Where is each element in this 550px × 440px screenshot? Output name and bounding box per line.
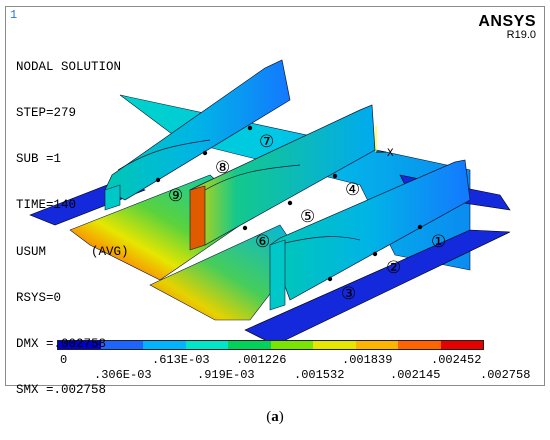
info-line-smx: SMX =.002758 (16, 383, 107, 398)
stiffener-flange-back (104, 184, 121, 211)
marker-dot-9 (155, 177, 161, 183)
legend-label-306e-03: .306E-03 (94, 368, 152, 382)
window-number: 1 (10, 8, 18, 22)
legend-label-919e-03: .919E-03 (197, 368, 255, 382)
solution-info-panel: NODAL SOLUTION STEP=279 SUB =1 TIME=140 … (16, 29, 129, 430)
legend-band-8 (355, 341, 398, 349)
legend-band-2 (100, 341, 143, 349)
stiffener-web-back (104, 59, 291, 201)
info-line-sub: SUB =1 (16, 152, 62, 167)
legend-label-002145: .002145 (390, 368, 441, 382)
fillet-curve-front (284, 236, 361, 244)
marker-label-4: ④ (345, 180, 360, 200)
stiffener-web-front (269, 159, 471, 301)
legend-label-001839: .001839 (342, 353, 393, 367)
info-line-rsys: RSYS=0 (16, 290, 62, 305)
marker-label-8: ⑧ (215, 158, 230, 178)
marker-label-3: ③ (341, 284, 356, 304)
fillet-curve-middle (204, 164, 301, 191)
marker-dot-7 (247, 125, 253, 131)
legend-band-4 (185, 341, 228, 349)
legend-band-5 (228, 341, 271, 349)
coordinate-triad: X (375, 126, 394, 160)
brand-version: R19.0 (506, 29, 536, 41)
legend-label-613e-03: .613E-03 (152, 353, 210, 367)
marker-dot-6 (242, 225, 248, 231)
marker-dot-1 (417, 224, 423, 230)
caption-open-paren: ( (266, 409, 272, 425)
legend-band-1 (58, 341, 101, 349)
marker-label-2: ② (386, 258, 401, 278)
info-line-dmx: DMX =.002758 (16, 337, 107, 352)
fillet-curve-back (117, 139, 211, 171)
brand-name: ANSYS (478, 13, 536, 30)
marker-dot-8 (202, 150, 208, 156)
marker-dot-2 (372, 251, 378, 257)
legend-band-6 (270, 341, 313, 349)
legend-label-001226: .001226 (236, 353, 287, 367)
marker-dot-3 (327, 276, 333, 282)
marker-label-6: ⑥ (255, 232, 270, 252)
info-line-title: NODAL SOLUTION (16, 59, 122, 74)
stiffener-flange-middle (189, 185, 206, 251)
marker-label-9: ⑨ (168, 186, 183, 206)
stiffener-flange-front (269, 239, 286, 311)
legend-label-0: 0 (60, 353, 68, 367)
ansys-logo: ANSYS R19.0 (478, 13, 536, 41)
axis-x-label: X (387, 148, 394, 160)
info-line-step: STEP=279 (16, 106, 77, 121)
info-line-time: TIME=140 (16, 198, 77, 213)
marker-label-5: ⑤ (300, 207, 315, 227)
contour-legend-bar (57, 340, 484, 350)
legend-band-10 (440, 341, 483, 349)
figure-caption: (a) (0, 409, 550, 426)
legend-label-002758: .002758 (480, 368, 531, 382)
caption-close-paren: ) (278, 409, 284, 425)
info-line-usum: USUM (AVG) (16, 244, 129, 259)
legend-band-3 (143, 341, 186, 349)
legend-band-9 (398, 341, 441, 349)
marker-label-7: ⑦ (259, 132, 274, 152)
legend-label-002452: .002452 (431, 353, 482, 367)
marker-dots (155, 125, 423, 282)
marker-label-1: ① (431, 232, 446, 252)
caption-letter: a (271, 409, 279, 425)
legend-band-7 (313, 341, 356, 349)
marker-dot-4 (332, 173, 338, 179)
legend-label-001532: .001532 (294, 368, 345, 382)
marker-dot-5 (287, 200, 293, 206)
